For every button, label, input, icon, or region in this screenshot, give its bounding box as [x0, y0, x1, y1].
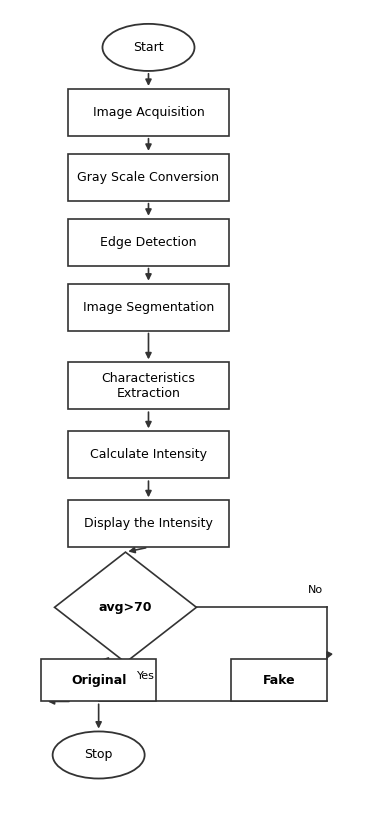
- FancyBboxPatch shape: [68, 283, 229, 331]
- FancyBboxPatch shape: [68, 362, 229, 409]
- Text: Image Acquisition: Image Acquisition: [93, 106, 204, 118]
- Text: Fake: Fake: [263, 674, 295, 687]
- Text: Stop: Stop: [84, 748, 113, 761]
- Text: No: No: [308, 585, 323, 595]
- FancyBboxPatch shape: [68, 89, 229, 136]
- Text: Characteristics
Extraction: Characteristics Extraction: [102, 372, 195, 400]
- Text: Start: Start: [133, 41, 164, 54]
- FancyBboxPatch shape: [68, 500, 229, 547]
- Text: Gray Scale Conversion: Gray Scale Conversion: [77, 171, 219, 184]
- Text: Display the Intensity: Display the Intensity: [84, 517, 213, 530]
- Text: Image Segmentation: Image Segmentation: [83, 301, 214, 314]
- Polygon shape: [54, 552, 196, 663]
- FancyBboxPatch shape: [41, 659, 156, 702]
- FancyBboxPatch shape: [68, 219, 229, 266]
- Text: Calculate Intensity: Calculate Intensity: [90, 449, 207, 462]
- FancyBboxPatch shape: [231, 659, 327, 702]
- Text: Edge Detection: Edge Detection: [100, 235, 197, 248]
- Ellipse shape: [102, 24, 194, 71]
- FancyBboxPatch shape: [68, 154, 229, 201]
- Text: Original: Original: [71, 674, 126, 687]
- FancyBboxPatch shape: [68, 431, 229, 478]
- Ellipse shape: [53, 731, 145, 779]
- Text: Yes: Yes: [137, 671, 155, 681]
- Text: avg>70: avg>70: [99, 600, 152, 614]
